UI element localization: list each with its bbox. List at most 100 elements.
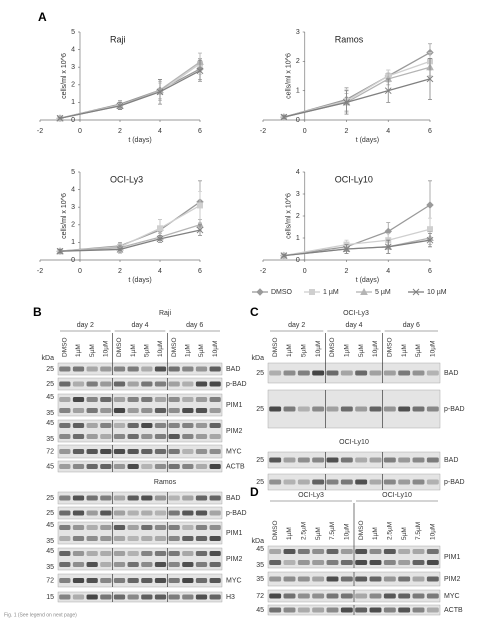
blot-title: Ramos	[154, 479, 177, 486]
band-label: PIM1	[444, 554, 460, 561]
blot-background	[57, 591, 223, 603]
band	[209, 536, 221, 541]
band	[326, 607, 339, 613]
band	[72, 578, 85, 583]
panel-label: D	[250, 485, 259, 499]
lane-label: DMSO	[329, 338, 336, 358]
band	[154, 562, 167, 567]
series-line	[283, 204, 431, 257]
band-label: MYC	[226, 577, 242, 584]
band	[168, 408, 180, 413]
band	[269, 406, 282, 412]
series-line	[283, 78, 431, 118]
band	[72, 397, 85, 402]
band	[269, 370, 282, 376]
band	[269, 479, 282, 485]
marker	[343, 245, 350, 253]
band	[312, 370, 325, 376]
band	[195, 578, 208, 583]
band	[113, 381, 126, 387]
kda-label: 45	[256, 607, 264, 614]
band	[398, 370, 411, 376]
band	[195, 449, 208, 454]
band	[398, 549, 411, 554]
band	[100, 366, 112, 372]
marker	[280, 113, 288, 121]
band	[86, 464, 98, 469]
lane-label: 10µM	[315, 341, 322, 357]
blot-background	[267, 451, 441, 469]
y-tick-label: 3	[296, 29, 300, 36]
marker	[427, 226, 433, 233]
band	[426, 479, 439, 485]
x-tick-label: 6	[428, 268, 432, 275]
band	[182, 562, 194, 567]
band	[195, 381, 208, 387]
marker	[197, 202, 203, 209]
band	[141, 366, 153, 372]
band	[72, 434, 85, 439]
kda-label: 35	[256, 562, 264, 569]
band	[209, 464, 221, 469]
band	[141, 551, 153, 556]
lane-label: 1µM	[372, 527, 379, 540]
band	[59, 578, 71, 583]
band	[195, 536, 208, 541]
band	[412, 479, 425, 485]
lane-label: 1µM	[286, 527, 293, 540]
band	[113, 434, 126, 439]
band	[154, 464, 167, 469]
band	[127, 525, 139, 530]
band	[182, 510, 194, 516]
band	[182, 423, 194, 428]
band	[355, 576, 368, 582]
band	[59, 510, 71, 516]
band-label: PIM2	[226, 556, 242, 563]
band	[195, 434, 208, 439]
band	[398, 406, 411, 412]
band	[72, 381, 85, 387]
band	[100, 551, 112, 556]
band	[283, 406, 296, 412]
band	[383, 607, 396, 613]
band	[326, 593, 339, 599]
band	[326, 406, 339, 412]
lane-label: DMSO	[272, 338, 279, 358]
x-tick-label: 2	[345, 128, 349, 135]
band	[297, 479, 310, 485]
band	[283, 479, 296, 485]
band	[127, 510, 139, 516]
group-label: day 4	[345, 322, 362, 329]
x-tick-label: 0	[303, 128, 307, 135]
band	[86, 551, 98, 556]
band	[72, 449, 85, 454]
band	[209, 423, 221, 428]
blot-background	[57, 506, 223, 520]
band	[86, 562, 98, 567]
x-tick-label: -2	[37, 268, 43, 275]
band	[182, 551, 194, 556]
x-tick-label: 6	[198, 268, 202, 275]
series-line	[59, 204, 201, 252]
marker	[196, 226, 204, 234]
band	[195, 525, 208, 530]
band	[426, 593, 439, 599]
kda-label: 25	[46, 495, 54, 502]
lane-label: 1µM	[75, 344, 82, 357]
lane-label: 10µM	[430, 524, 437, 540]
band	[168, 495, 180, 501]
marker	[116, 102, 124, 110]
lane-label: 1µM	[286, 344, 293, 357]
panel-label: B	[33, 305, 42, 319]
band	[127, 366, 139, 372]
band	[127, 594, 139, 600]
band	[383, 479, 396, 485]
y-tick-label: 1	[71, 239, 75, 246]
band	[100, 536, 112, 541]
x-axis-label: t (days)	[128, 277, 151, 284]
band	[168, 525, 180, 530]
band	[195, 594, 208, 600]
band	[326, 479, 339, 485]
x-tick-label: 4	[158, 268, 162, 275]
